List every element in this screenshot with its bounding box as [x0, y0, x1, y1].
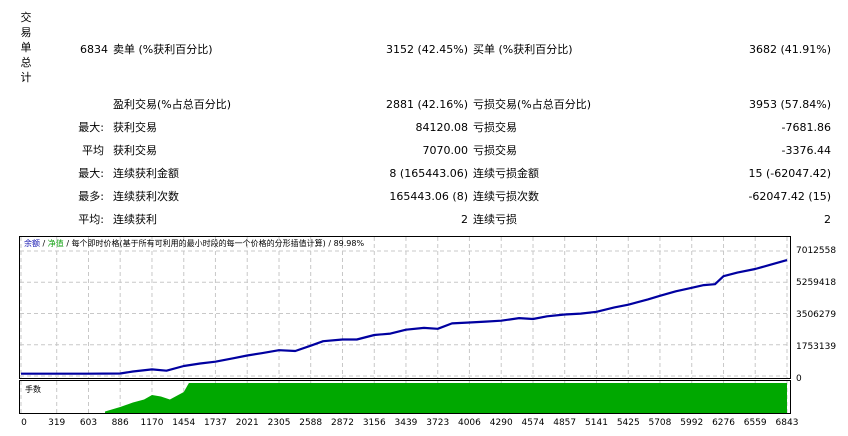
x-tick-label: 2872 — [331, 418, 354, 428]
trades-total-vertical-title: 交 易 单 总 计 — [19, 10, 33, 85]
x-tick-label: 4006 — [457, 418, 481, 428]
stats-prefix: 最大: — [78, 167, 104, 180]
stats-prefix: 平均 — [82, 144, 104, 157]
title-char: 单 — [20, 41, 32, 54]
x-tick-label: 3439 — [394, 418, 418, 428]
legend-description: / 每个即时价格(基于所有可利用的最小时段的每一个价格的分形插值计算) / 89… — [63, 239, 365, 248]
total-trades-value: 6834 — [80, 43, 108, 56]
stats-left-value: 84120.08 — [415, 121, 469, 134]
summary-row: 6834 卖单 (%获利百分比) 3152 (42.45%) 买单 (%获利百分… — [0, 40, 848, 60]
y-tick-label: 1753139 — [796, 342, 837, 352]
stats-right-label: 亏损交易 — [473, 144, 517, 157]
legend-balance: 余额 — [24, 239, 40, 248]
stats-right-label: 亏损交易 — [473, 121, 517, 134]
x-tick-label: 6843 — [775, 418, 799, 428]
title-char: 交 — [20, 11, 32, 24]
long-trades-value: 3682 (41.91%) — [748, 43, 831, 56]
stats-left-label: 连续获利金额 — [113, 167, 179, 180]
x-tick-label: 5425 — [616, 418, 640, 428]
title-char: 易 — [20, 26, 32, 39]
x-tick-label: 319 — [48, 418, 66, 428]
short-trades-value: 3152 (42.45%) — [385, 43, 468, 56]
stats-left-value: 2 — [461, 213, 468, 226]
balance-chart-plot — [20, 237, 790, 378]
stats-row-max-consecutive-count: 最多: 连续获利次数 165443.06 (8) 连续亏损次数 -62047.4… — [0, 187, 848, 207]
x-tick-label: 603 — [79, 418, 98, 428]
x-tick-label: 886 — [111, 418, 129, 428]
stats-right-label: 亏损交易(%占总百分比) — [473, 98, 592, 111]
stats-prefix: 最多: — [78, 190, 104, 203]
legend-separator: / — [40, 239, 48, 248]
x-tick-label: 4857 — [553, 418, 577, 428]
stats-row-max-trade: 最大: 获利交易 84120.08 亏损交易 -7681.86 — [0, 118, 848, 138]
x-tick-label: 6276 — [712, 418, 735, 428]
x-tick-label: 5708 — [648, 418, 672, 428]
stats-left-value: 2881 (42.16%) — [385, 98, 468, 111]
x-tick-label: 5992 — [680, 418, 704, 428]
stats-right-value: -62047.42 (15) — [748, 190, 831, 203]
x-tick-label: 3156 — [362, 418, 386, 428]
y-tick-label: 3506279 — [796, 310, 837, 320]
balance-chart: 余额 / 净值 / 每个即时价格(基于所有可利用的最小时段的每一个价格的分形插值… — [19, 236, 791, 379]
stats-left-value: 8 (165443.06) — [389, 167, 468, 180]
stats-left-label: 连续获利 — [113, 213, 157, 226]
stats-right-label: 连续亏损次数 — [473, 190, 539, 203]
stats-prefix: 最大: — [78, 121, 104, 134]
y-tick-label: 7012558 — [796, 246, 837, 256]
x-tick-label: 4574 — [521, 418, 545, 428]
stats-right-value: -7681.86 — [781, 121, 831, 134]
chart-legend: 余额 / 净值 / 每个即时价格(基于所有可利用的最小时段的每一个价格的分形插值… — [24, 239, 364, 249]
volume-chart-plot — [20, 381, 788, 413]
x-tick-label: 3723 — [426, 418, 450, 428]
stats-row-average-trade: 平均 获利交易 7070.00 亏损交易 -3376.44 — [0, 141, 848, 161]
x-tick-label: 5141 — [585, 418, 608, 428]
y-tick-label: 0 — [796, 374, 802, 384]
stats-right-value: 3953 (57.84%) — [748, 98, 831, 111]
x-tick-label: 1170 — [140, 418, 164, 428]
stats-right-label: 连续亏损金额 — [473, 167, 539, 180]
volume-chart: 手数 — [19, 380, 791, 414]
stats-prefix: 平均: — [78, 213, 104, 226]
stats-left-label: 获利交易 — [113, 121, 157, 134]
x-tick-label: 2305 — [267, 418, 291, 428]
stats-left-value: 165443.06 (8) — [389, 190, 468, 203]
stats-row-profit-loss-count: 盈利交易(%占总百分比) 2881 (42.16%) 亏损交易(%占总百分比) … — [0, 95, 848, 115]
x-tick-label: 2021 — [235, 418, 259, 428]
legend-equity: 净值 — [47, 239, 64, 248]
stats-left-label: 获利交易 — [113, 144, 157, 157]
stats-left-label: 盈利交易(%占总百分比) — [113, 98, 232, 111]
stats-right-value: 2 — [824, 213, 831, 226]
stats-left-value: 7070.00 — [422, 144, 469, 157]
volume-label: 手数 — [25, 385, 41, 394]
stats-left-label: 连续获利次数 — [113, 190, 179, 203]
long-trades-label: 买单 (%获利百分比) — [473, 43, 573, 56]
short-trades-label: 卖单 (%获利百分比) — [113, 43, 213, 56]
stats-right-value: 15 (-62047.42) — [748, 167, 831, 180]
stats-row-max-consecutive-amount: 最大: 连续获利金额 8 (165443.06) 连续亏损金额 15 (-620… — [0, 164, 848, 184]
title-char: 计 — [20, 71, 32, 84]
x-tick-label: 4290 — [489, 418, 513, 428]
stats-right-label: 连续亏损 — [473, 213, 517, 226]
stats-row-average-consecutive: 平均: 连续获利 2 连续亏损 2 — [0, 210, 848, 230]
x-tick-label: 1737 — [203, 418, 227, 428]
y-tick-label: 5259418 — [796, 278, 837, 288]
x-tick-label: 2588 — [299, 418, 323, 428]
x-tick-label: 6559 — [743, 418, 767, 428]
x-tick-label: 1454 — [172, 418, 196, 428]
stats-right-value: -3376.44 — [781, 144, 831, 157]
x-tick-label: 0 — [21, 418, 27, 428]
title-char: 总 — [20, 56, 32, 69]
